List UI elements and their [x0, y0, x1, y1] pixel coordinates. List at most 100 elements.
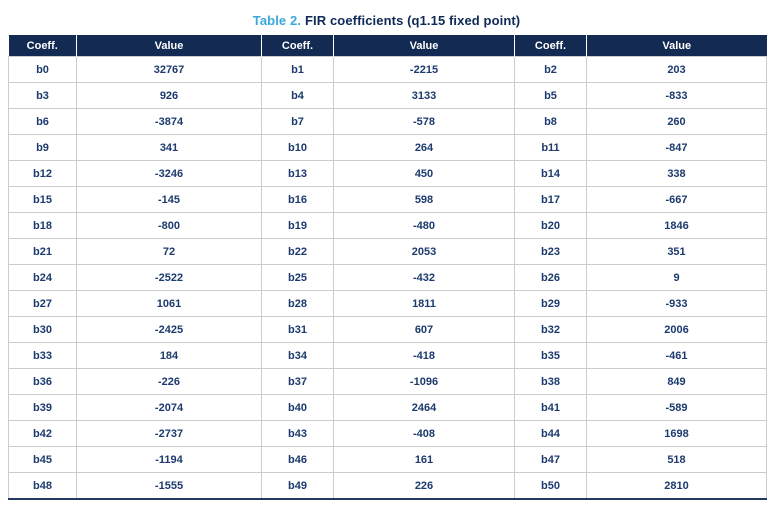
value-cell: -408: [333, 420, 515, 447]
coeff-cell: b43: [261, 420, 334, 447]
coeff-cell: b50: [514, 472, 587, 500]
header-coeff-2: Coeff.: [261, 35, 334, 57]
table-caption: Table 2. FIR coefficients (q1.15 fixed po…: [0, 0, 773, 28]
table-row: b30 -2425 b31 607 b32 2006: [8, 316, 767, 343]
coeff-cell: b30: [8, 316, 77, 343]
coeff-cell: b26: [514, 264, 587, 291]
value-cell: 598: [333, 186, 515, 213]
coeff-cell: b42: [8, 420, 77, 447]
table-row: b36 -226 b37 -1096 b38 849: [8, 368, 767, 395]
header-coeff-1: Coeff.: [8, 35, 77, 57]
coeff-cell: b41: [514, 394, 587, 421]
value-cell: 2006: [586, 316, 767, 343]
coeff-cell: b8: [514, 108, 587, 135]
coeff-cell: b6: [8, 108, 77, 135]
coeff-cell: b48: [8, 472, 77, 500]
coeff-cell: b34: [261, 342, 334, 369]
coeff-cell: b44: [514, 420, 587, 447]
coeff-cell: b39: [8, 394, 77, 421]
coeff-cell: b32: [514, 316, 587, 343]
coeff-cell: b35: [514, 342, 587, 369]
coeff-cell: b0: [8, 56, 77, 83]
header-value-3: Value: [586, 35, 767, 57]
table-row: b9 341 b10 264 b11 -847: [8, 134, 767, 161]
value-cell: -847: [586, 134, 767, 161]
value-cell: 2810: [586, 472, 767, 500]
coeff-cell: b11: [514, 134, 587, 161]
value-cell: -1194: [76, 446, 262, 473]
coeff-cell: b36: [8, 368, 77, 395]
coeff-cell: b20: [514, 212, 587, 239]
coeff-cell: b15: [8, 186, 77, 213]
value-cell: -3874: [76, 108, 262, 135]
value-cell: -432: [333, 264, 515, 291]
value-cell: 9: [586, 264, 767, 291]
table-caption-text: FIR coefficients (q1.15 fixed point): [305, 13, 521, 28]
coeff-cell: b16: [261, 186, 334, 213]
value-cell: -589: [586, 394, 767, 421]
coeff-cell: b14: [514, 160, 587, 187]
table-row: b6 -3874 b7 -578 b8 260: [8, 108, 767, 135]
coeff-cell: b27: [8, 290, 77, 317]
coeff-cell: b33: [8, 342, 77, 369]
value-cell: -2425: [76, 316, 262, 343]
value-cell: 72: [76, 238, 262, 265]
value-cell: 260: [586, 108, 767, 135]
value-cell: -667: [586, 186, 767, 213]
coeff-cell: b40: [261, 394, 334, 421]
table-row: b24 -2522 b25 -432 b26 9: [8, 264, 767, 291]
table-row: b15 -145 b16 598 b17 -667: [8, 186, 767, 213]
value-cell: -145: [76, 186, 262, 213]
coeff-cell: b4: [261, 82, 334, 109]
coeff-cell: b25: [261, 264, 334, 291]
value-cell: 351: [586, 238, 767, 265]
coeff-cell: b17: [514, 186, 587, 213]
coeff-cell: b3: [8, 82, 77, 109]
table-row: b21 72 b22 2053 b23 351: [8, 238, 767, 265]
header-value-2: Value: [333, 35, 515, 57]
coeff-cell: b1: [261, 56, 334, 83]
coeff-cell: b47: [514, 446, 587, 473]
value-cell: 450: [333, 160, 515, 187]
value-cell: -418: [333, 342, 515, 369]
value-cell: 2053: [333, 238, 515, 265]
fir-coefficients-table: Coeff. Value Coeff. Value Coeff. Value b…: [8, 35, 767, 500]
value-cell: 264: [333, 134, 515, 161]
table-header-row: Coeff. Value Coeff. Value Coeff. Value: [8, 35, 767, 57]
value-cell: -461: [586, 342, 767, 369]
table-body: b0 32767 b1 -2215 b2 203 b3 926 b4 3133 b5 -833 b6 -3…: [8, 56, 767, 500]
coeff-cell: b9: [8, 134, 77, 161]
value-cell: 203: [586, 56, 767, 83]
value-cell: -2737: [76, 420, 262, 447]
value-cell: 518: [586, 446, 767, 473]
coeff-cell: b10: [261, 134, 334, 161]
table-row: b12 -3246 b13 450 b14 338: [8, 160, 767, 187]
value-cell: 341: [76, 134, 262, 161]
value-cell: 607: [333, 316, 515, 343]
coeff-cell: b23: [514, 238, 587, 265]
coeff-cell: b46: [261, 446, 334, 473]
coeff-cell: b21: [8, 238, 77, 265]
coeff-cell: b29: [514, 290, 587, 317]
value-cell: -2522: [76, 264, 262, 291]
coeff-cell: b7: [261, 108, 334, 135]
value-cell: 32767: [76, 56, 262, 83]
table-row: b33 184 b34 -418 b35 -461: [8, 342, 767, 369]
coeff-cell: b37: [261, 368, 334, 395]
value-cell: 226: [333, 472, 515, 500]
value-cell: -833: [586, 82, 767, 109]
table-row: b42 -2737 b43 -408 b44 1698: [8, 420, 767, 447]
table-row: b0 32767 b1 -2215 b2 203: [8, 56, 767, 83]
value-cell: -480: [333, 212, 515, 239]
coeff-cell: b19: [261, 212, 334, 239]
value-cell: 849: [586, 368, 767, 395]
value-cell: 1846: [586, 212, 767, 239]
coeff-cell: b18: [8, 212, 77, 239]
value-cell: 2464: [333, 394, 515, 421]
value-cell: -3246: [76, 160, 262, 187]
value-cell: 1698: [586, 420, 767, 447]
value-cell: -1555: [76, 472, 262, 500]
value-cell: 926: [76, 82, 262, 109]
header-value-1: Value: [76, 35, 262, 57]
